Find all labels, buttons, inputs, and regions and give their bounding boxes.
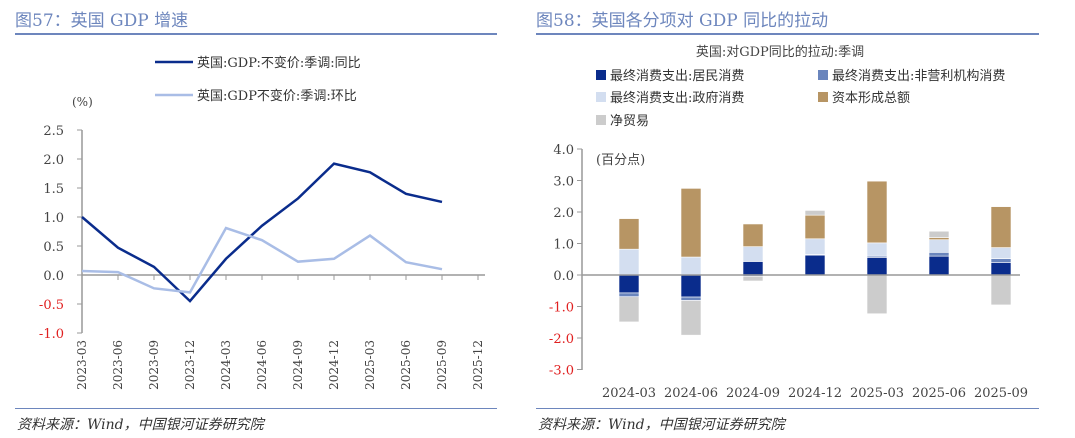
x-tick-label: 2024-03 xyxy=(602,386,656,401)
x-tick-label: 2025-12 xyxy=(471,340,485,390)
bar-segment xyxy=(742,246,764,262)
y-tick-label: -0.5 xyxy=(39,298,64,313)
y-tick-label: 1.0 xyxy=(553,238,574,253)
y-tick-label: 1.5 xyxy=(43,182,64,197)
left-bottom-rule xyxy=(15,408,497,409)
y-tick-label: 0.5 xyxy=(43,240,64,255)
bar-segment xyxy=(990,274,1012,306)
bar-segment xyxy=(928,230,950,238)
bar-segment xyxy=(618,296,640,323)
bar-segment xyxy=(618,274,640,294)
legend-label: 最终消费支出:非营利机构消费 xyxy=(832,68,1005,84)
bar-segment xyxy=(928,255,950,276)
bar-segment xyxy=(928,237,950,241)
bar-segment xyxy=(680,274,702,298)
legend-swatch xyxy=(596,92,606,102)
x-tick-label: 2024-03 xyxy=(219,340,233,390)
bar-segment xyxy=(618,248,640,276)
y-tick-label: 0.0 xyxy=(553,269,574,284)
bar-segment xyxy=(928,252,950,257)
legend-label: 资本形成总额 xyxy=(832,91,910,106)
legend-label: 净贸易 xyxy=(610,114,649,129)
bar-segment xyxy=(680,296,702,301)
bar-segment xyxy=(742,223,764,247)
y-tick-label: 1.0 xyxy=(43,211,64,226)
bar-segment xyxy=(990,247,1012,259)
bar-segment xyxy=(804,238,826,255)
bar-segment xyxy=(680,188,702,258)
y-tick-label: 2.5 xyxy=(43,124,64,139)
series-line-yoy xyxy=(81,162,443,303)
bar-segment xyxy=(990,262,1012,276)
series-line-qoq xyxy=(81,226,443,294)
bar-segment xyxy=(990,206,1012,248)
x-tick-label: 2024-12 xyxy=(788,386,842,401)
x-tick-label: 2025-06 xyxy=(912,386,966,401)
bar-segment xyxy=(804,214,826,240)
bar-segment xyxy=(990,258,1012,263)
bar-segment xyxy=(742,275,764,282)
x-tick-label: 2025-09 xyxy=(435,340,449,390)
y-tick-label: -3.0 xyxy=(549,364,574,379)
x-tick-label: 2024-06 xyxy=(664,386,718,401)
bar-segment xyxy=(866,274,888,315)
y-tick-label: 4.0 xyxy=(553,143,574,158)
x-tick-label: 2024-09 xyxy=(726,386,780,401)
x-tick-label: 2025-03 xyxy=(850,386,904,401)
right-source-note: 资料来源：Wind，中国银河证券研究院 xyxy=(538,417,785,433)
x-tick-label: 2023-09 xyxy=(147,340,161,390)
legend-swatch xyxy=(596,115,606,125)
legend-label: 最终消费支出:居民消费 xyxy=(610,68,744,84)
right-title-rule xyxy=(536,33,1039,35)
bar-segment xyxy=(928,239,950,253)
bar-segment xyxy=(804,254,826,276)
x-tick-label: 2025-06 xyxy=(399,340,413,390)
y-axis-unit: (百分点) xyxy=(596,153,645,168)
bar-segment xyxy=(742,261,764,276)
x-tick-label: 2024-09 xyxy=(291,340,305,390)
x-tick-label: 2023-12 xyxy=(183,340,197,390)
y-tick-label: -1.0 xyxy=(549,301,574,316)
left-title-rule xyxy=(15,33,497,35)
y-tick-label: -2.0 xyxy=(549,332,574,347)
bar-segment xyxy=(804,210,826,216)
y-tick-label: -1.0 xyxy=(39,327,64,342)
legend-swatch xyxy=(818,92,828,102)
x-tick-label: 2025-03 xyxy=(363,340,377,390)
legend-swatch xyxy=(596,70,606,80)
legend-label: 英国:GDP:不变价:季调:同比 xyxy=(197,55,361,71)
y-tick-label: 2.0 xyxy=(553,206,574,221)
legend-swatch xyxy=(818,70,828,80)
y-tick-label: 2.0 xyxy=(43,153,64,168)
right-panel-title: 图58：英国各分项对 GDP 同比的拉动 xyxy=(536,11,829,31)
y-axis-unit: (%) xyxy=(72,95,93,109)
bar-segment xyxy=(618,218,640,250)
left-panel-title: 图57：英国 GDP 增速 xyxy=(15,11,189,31)
bar-segment xyxy=(680,256,702,276)
x-tick-label: 2024-06 xyxy=(255,340,269,390)
right-bottom-rule xyxy=(536,408,1039,409)
x-tick-label: 2024-12 xyxy=(327,340,341,390)
chart-title: 英国:对GDP同比的拉动:季调 xyxy=(696,44,864,60)
y-tick-label: 3.0 xyxy=(553,175,574,190)
x-tick-label: 2023-06 xyxy=(111,340,125,390)
left-source-note: 资料来源：Wind，中国银河证券研究院 xyxy=(17,417,264,433)
bar-segment xyxy=(866,180,888,244)
x-tick-label: 2023-03 xyxy=(75,340,89,390)
x-tick-label: 2025-09 xyxy=(974,386,1028,401)
bar-segment xyxy=(680,300,702,336)
legend-label: 英国:GDP不变价:季调:环比 xyxy=(197,88,357,104)
bar-segment xyxy=(618,292,640,298)
bar-segment xyxy=(866,257,888,276)
y-tick-label: 0.0 xyxy=(43,269,64,284)
legend-label: 最终消费支出:政府消费 xyxy=(610,90,744,106)
bar-segment xyxy=(866,242,888,257)
gdp-growth-line-chart: 2.5 2.0 1.5 1.0 0.5 0.0 -0.5 -1.0 (%) 2023-03 2023… xyxy=(39,55,485,390)
